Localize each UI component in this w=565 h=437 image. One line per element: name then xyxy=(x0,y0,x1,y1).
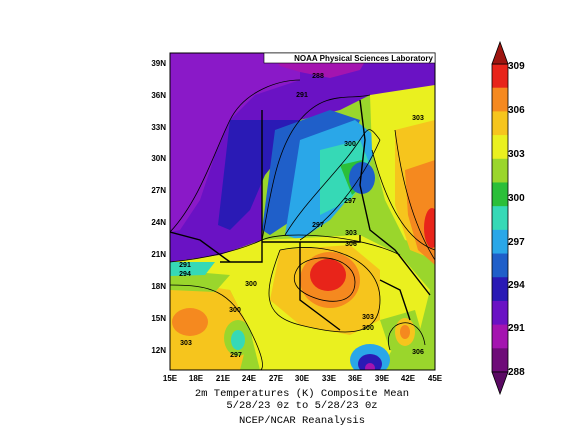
colorbar-swatch xyxy=(492,277,508,302)
contour-label: 303 xyxy=(412,115,424,122)
colorbar-label: 306 xyxy=(508,105,525,116)
lon-tick-label: 18E xyxy=(189,374,204,383)
colorbar-top-arrow xyxy=(491,40,509,65)
caption-source: NCEP/NCAR Reanalysis xyxy=(239,415,365,427)
contour-label: 303 xyxy=(180,340,192,347)
colorbar-swatch xyxy=(492,64,508,89)
colorbar-swatch xyxy=(492,135,508,160)
colorbar-swatch xyxy=(492,111,508,136)
colorbar-label: 303 xyxy=(508,149,525,160)
colorbar-swatch xyxy=(492,182,508,207)
contour-label: 300 xyxy=(362,325,374,332)
lon-tick-label: 45E xyxy=(428,374,443,383)
colorbar: 309 306 303 300 297 294 291 288 xyxy=(491,40,525,396)
contour-label: 300 xyxy=(245,281,257,288)
lat-tick-label: 21N xyxy=(151,250,166,259)
contour-label: 303 xyxy=(362,314,374,321)
contour-label: 306 xyxy=(412,349,424,356)
contour-label: 297 xyxy=(230,352,242,359)
temperature-field xyxy=(170,53,435,370)
caption-dates: 5/28/23 0z to 5/28/23 0z xyxy=(226,400,377,412)
lat-tick-label: 24N xyxy=(151,218,166,227)
lat-tick-label: 39N xyxy=(151,59,166,68)
contour-lines xyxy=(170,79,435,370)
caption-title: 2m Temperatures (K) Composite Mean xyxy=(195,388,409,400)
country-borders xyxy=(170,99,431,331)
lon-tick-label: 21E xyxy=(216,374,231,383)
lon-tick-label: 33E xyxy=(322,374,337,383)
colorbar-swatch xyxy=(492,229,508,255)
contour-label: 294 xyxy=(179,271,191,278)
contour-label: 303 xyxy=(345,230,357,237)
lat-tick-label: 33N xyxy=(151,123,166,132)
lon-tick-label: 15E xyxy=(163,374,178,383)
colorbar-label: 288 xyxy=(508,367,525,378)
caption: 2m Temperatures (K) Composite Mean 5/28/… xyxy=(195,388,409,427)
contour-label: 297 xyxy=(312,222,324,229)
latitude-axis: 39N 36N 33N 30N 27N 24N 21N 18N 15N 12N xyxy=(151,59,166,355)
colorbar-label: 297 xyxy=(508,237,525,248)
colorbar-swatches xyxy=(491,63,509,373)
contour-label: 288 xyxy=(312,73,324,80)
colorbar-swatch xyxy=(492,158,508,183)
colorbar-swatch xyxy=(492,253,508,278)
contour-label: 291 xyxy=(296,92,308,99)
lon-tick-label: 39E xyxy=(375,374,390,383)
contour-label: 300 xyxy=(344,141,356,148)
colorbar-swatch xyxy=(492,300,508,326)
colorbar-swatch xyxy=(492,87,508,112)
colorbar-bottom-arrow xyxy=(491,371,509,396)
contour-labels: 288 291 303 300 297 297 303 306 291 294 … xyxy=(179,73,424,359)
lon-tick-label: 42E xyxy=(401,374,416,383)
credit-text: NOAA Physical Sciences Laboratory xyxy=(294,54,433,63)
lat-tick-label: 18N xyxy=(151,282,166,291)
contour-label: 297 xyxy=(344,198,356,205)
colorbar-swatch xyxy=(492,324,508,349)
lat-tick-label: 15N xyxy=(151,314,166,323)
lon-tick-label: 27E xyxy=(269,374,284,383)
lat-tick-label: 30N xyxy=(151,154,166,163)
lon-tick-label: 24E xyxy=(242,374,257,383)
colorbar-swatch xyxy=(492,206,508,231)
colorbar-label: 300 xyxy=(508,193,525,204)
colorbar-label: 309 xyxy=(508,61,525,72)
colorbar-swatch xyxy=(492,348,508,373)
lon-tick-label: 36E xyxy=(348,374,363,383)
contour-label: 291 xyxy=(179,262,191,269)
longitude-axis: 15E 18E 21E 24E 27E 30E 33E 36E 39E 42E … xyxy=(163,374,443,383)
contour-label: 306 xyxy=(345,241,357,248)
contour-label: 300 xyxy=(229,307,241,314)
lat-tick-label: 27N xyxy=(151,186,166,195)
lat-tick-label: 36N xyxy=(151,91,166,100)
lon-tick-label: 30E xyxy=(295,374,310,383)
colorbar-label: 291 xyxy=(508,323,525,334)
lat-tick-label: 12N xyxy=(151,346,166,355)
colorbar-label: 294 xyxy=(508,280,525,291)
